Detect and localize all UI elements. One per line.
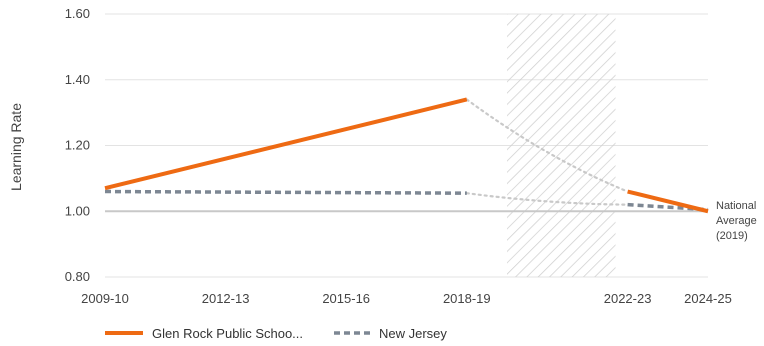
series-line xyxy=(627,189,709,214)
y-tick-label: 1.40 xyxy=(65,72,90,87)
legend-label: New Jersey xyxy=(379,326,447,341)
y-tick-label: 1.20 xyxy=(65,138,90,153)
series-line xyxy=(104,189,467,195)
x-tick-label: 2018-19 xyxy=(443,291,491,306)
shaded-region xyxy=(507,14,616,277)
y-axis-title: Learning Rate xyxy=(8,103,24,191)
reference-label: Average xyxy=(716,215,757,227)
gap-line xyxy=(465,192,629,206)
gap-line xyxy=(465,98,629,193)
reference-label: (2019) xyxy=(716,230,748,242)
y-tick-label: 1.00 xyxy=(65,203,90,218)
x-tick-label: 2009-10 xyxy=(81,291,129,306)
reference-label: National xyxy=(716,200,756,212)
x-tick-label: 2015-16 xyxy=(322,291,370,306)
y-tick-label: 1.60 xyxy=(65,6,90,21)
x-tick-label: 2022-23 xyxy=(604,291,652,306)
legend-label: Glen Rock Public Schoo... xyxy=(152,326,303,341)
series-line xyxy=(104,97,468,191)
x-tick-label: 2012-13 xyxy=(202,291,250,306)
x-tick-label: 2024-25 xyxy=(684,291,732,306)
y-tick-label: 0.80 xyxy=(65,269,90,284)
series-line xyxy=(627,202,709,212)
